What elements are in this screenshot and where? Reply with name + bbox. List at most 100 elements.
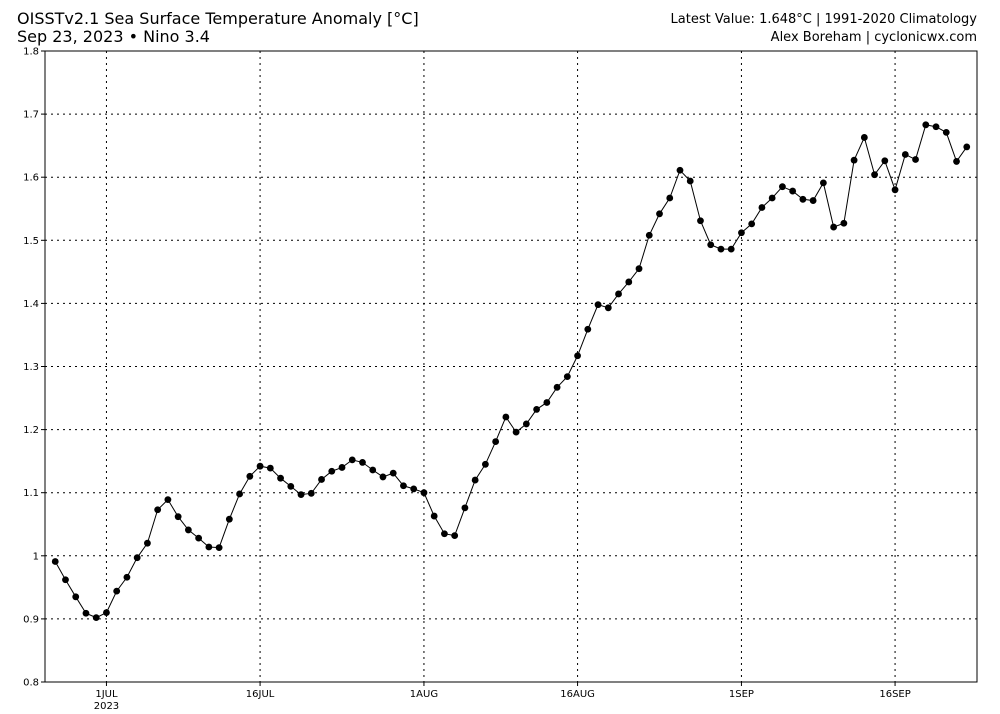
- data-point: [635, 265, 643, 273]
- data-point: [297, 491, 305, 498]
- data-point: [369, 466, 377, 474]
- data-point: [113, 587, 121, 595]
- data-point: [502, 413, 510, 421]
- data-point: [809, 197, 817, 204]
- data-point: [492, 438, 500, 445]
- y-tick-label: 1.6: [23, 173, 39, 184]
- data-point: [103, 609, 110, 616]
- y-tick-label: 1.1: [23, 488, 39, 499]
- data-point: [686, 177, 694, 185]
- data-point: [850, 156, 858, 164]
- data-point: [307, 489, 315, 497]
- data-point: [225, 515, 233, 523]
- y-tick-label: 1.4: [23, 299, 39, 310]
- data-point: [942, 129, 950, 136]
- data-point: [51, 558, 59, 565]
- anomaly-series-line: [54, 124, 968, 619]
- data-point: [656, 210, 663, 218]
- data-point: [379, 473, 387, 481]
- x-tick-sublabel: 2023: [94, 701, 119, 712]
- data-point: [348, 456, 356, 464]
- data-point: [430, 512, 438, 520]
- x-tick-label: 1JUL: [95, 689, 118, 700]
- data-point: [604, 304, 612, 312]
- data-point: [359, 459, 366, 466]
- data-point: [400, 482, 407, 490]
- data-point: [512, 428, 520, 436]
- data-point: [195, 534, 203, 542]
- x-tick-label: 16SEP: [879, 689, 910, 700]
- data-point: [287, 482, 295, 490]
- chart-date-region: Sep 23, 2023 • Nino 3.4: [17, 27, 210, 46]
- data-point: [82, 609, 90, 617]
- data-point: [277, 474, 284, 482]
- grid-lines: [45, 51, 977, 682]
- data-point: [666, 194, 674, 202]
- data-point: [830, 223, 838, 231]
- data-point: [318, 476, 325, 483]
- y-tick-label: 0.8: [23, 678, 39, 689]
- data-point: [584, 325, 592, 333]
- data-point: [451, 532, 459, 540]
- y-tick-label: 1.5: [23, 236, 39, 247]
- data-point: [707, 241, 715, 249]
- data-point: [72, 593, 80, 601]
- data-point: [144, 539, 151, 547]
- data-point: [768, 194, 776, 202]
- anomaly-series-points: [51, 121, 971, 622]
- data-point: [860, 134, 868, 141]
- data-point: [963, 143, 971, 151]
- data-point: [553, 383, 561, 391]
- data-point: [62, 576, 69, 584]
- credit-label: Alex Boreham | cyclonicwx.com: [770, 30, 977, 45]
- data-point: [697, 217, 704, 225]
- data-point: [645, 231, 653, 239]
- data-point: [799, 195, 807, 203]
- data-point: [522, 420, 530, 428]
- data-point: [410, 485, 418, 493]
- data-point: [174, 513, 182, 521]
- data-point: [953, 158, 960, 165]
- data-point: [779, 183, 786, 191]
- x-tick-label: 16JUL: [246, 689, 275, 700]
- y-tick-label: 1.3: [23, 362, 39, 373]
- x-tick-label: 1SEP: [729, 689, 754, 700]
- x-tick-label: 1AUG: [410, 689, 438, 700]
- data-point: [871, 171, 878, 179]
- y-tick-label: 1.8: [23, 47, 39, 58]
- data-point: [574, 352, 581, 360]
- y-tick-label: 0.9: [23, 614, 39, 625]
- data-point: [912, 156, 919, 163]
- data-point: [543, 399, 551, 406]
- data-point: [123, 573, 131, 581]
- data-point: [922, 121, 930, 129]
- data-point: [717, 245, 725, 253]
- data-point: [461, 504, 469, 512]
- data-point: [533, 406, 540, 413]
- data-point: [891, 186, 899, 194]
- data-point: [901, 151, 909, 158]
- data-point: [738, 229, 745, 237]
- data-point: [625, 278, 633, 286]
- data-point: [184, 526, 192, 534]
- data-point: [420, 489, 428, 497]
- latest-value-label: Latest Value: 1.648°C | 1991-2020 Climat…: [670, 12, 977, 27]
- data-point: [482, 460, 489, 468]
- data-point: [266, 464, 274, 472]
- data-point: [840, 219, 848, 227]
- data-point: [748, 220, 756, 228]
- data-point: [246, 472, 254, 480]
- chart-title: OISSTv2.1 Sea Surface Temperature Anomal…: [17, 9, 419, 28]
- data-point: [758, 204, 766, 211]
- data-point: [563, 373, 571, 380]
- data-point: [133, 554, 141, 562]
- data-point: [471, 476, 479, 484]
- data-point: [932, 123, 940, 131]
- data-point: [819, 179, 827, 187]
- data-point: [881, 157, 889, 165]
- data-point: [441, 530, 448, 538]
- y-tick-label: 1.7: [23, 110, 39, 121]
- data-point: [338, 464, 346, 471]
